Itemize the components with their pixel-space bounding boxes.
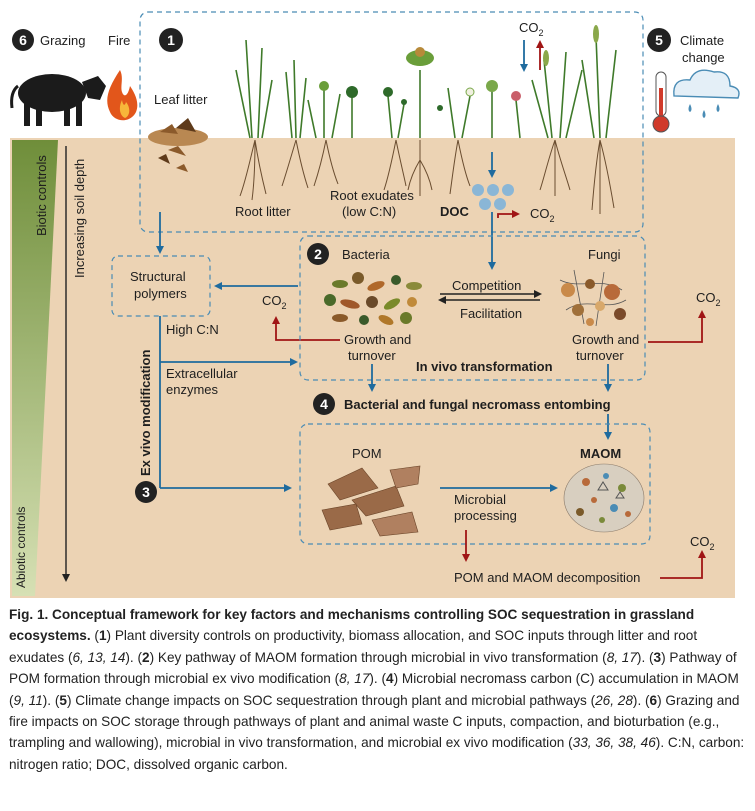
caption-num-1: 1 (98, 628, 107, 644)
structural-polymers-box (111, 255, 211, 317)
extracellular-enzymes-label: Extracellular enzymes (166, 366, 238, 397)
abiotic-controls-label: Abiotic controls (14, 507, 28, 588)
structural-co2-label: CO2 (262, 293, 287, 311)
rain-cloud-icon (673, 69, 740, 118)
fungi-label: Fungi (588, 247, 621, 262)
fungi-growth-label: Growth and turnover (572, 332, 639, 363)
caption-num-6: 6 (649, 692, 658, 708)
figure-caption: Fig. 1. Conceptual framework for key fac… (9, 607, 745, 772)
leaf-litter-label: Leaf litter (154, 92, 208, 107)
competition-label: Competition (452, 278, 521, 293)
maom-icon (563, 463, 645, 533)
doc-co2-arrow (497, 210, 520, 218)
high-cn-label: High C:N (166, 322, 219, 337)
ex-vivo-label: Ex vivo modification (138, 350, 153, 476)
pom-icon (321, 465, 421, 537)
caption-num-4: 4 (386, 671, 394, 687)
ex-vivo-badge-number: 3 (142, 484, 150, 500)
necromass-badge-number: 4 (320, 396, 328, 412)
caption-part-4: Microbial necromass carbon (C) accumulat… (401, 671, 739, 687)
caption-ref-5: 26, 28 (595, 692, 633, 708)
climate-badge (647, 28, 671, 52)
decomposition-label: POM and MAOM decomposition (454, 570, 640, 585)
biotic-controls-label: Biotic controls (34, 155, 49, 236)
plant-diversity-badge (159, 28, 183, 52)
fungi-icon (559, 269, 627, 327)
caption-part-3: Pathway of POM formation through microbi… (9, 649, 737, 687)
in-vivo-title: In vivo transformation (416, 359, 553, 374)
fire-icon (107, 70, 138, 121)
necromass-badge (313, 393, 335, 415)
climate-label: Climate change (680, 33, 725, 65)
grazing-label: Grazing (40, 33, 86, 48)
caption-ref-6: 33, 36, 38, 46 (572, 735, 656, 751)
root-litter-label: Root litter (235, 204, 291, 219)
grassland-plants-icon (235, 35, 617, 139)
caption-part-2: Key pathway of MAOM formation through mi… (157, 649, 599, 665)
doc-molecules-icon (472, 184, 514, 210)
biotic-abiotic-bar (12, 140, 58, 596)
caption-title: Fig. 1. Conceptual framework for key fac… (9, 607, 695, 644)
caption-abbreviations: C:N, carbon: nitrogen ratio; DOC, dissol… (9, 735, 745, 772)
soil-pools-box (299, 423, 651, 545)
climate-badge-number: 5 (655, 32, 663, 48)
caption-part-5: Climate change impacts on SOC sequestrat… (75, 692, 587, 708)
in-vivo-badge-number: 2 (314, 246, 322, 262)
fungi-co2-arrow (648, 310, 706, 343)
doc-co2-label: CO2 (530, 206, 555, 224)
in-vivo-badge (307, 243, 329, 265)
flower-heads-icon (319, 25, 599, 111)
caption-ref-2: 8, 17 (606, 649, 637, 665)
necromass-label: Bacterial and fungal necromass entombing (344, 397, 611, 412)
cow-icon (10, 74, 106, 126)
pom-label: POM (352, 446, 382, 461)
plant-diversity-box (139, 11, 644, 233)
plant-roots-icon (239, 139, 615, 214)
bacteria-co2-arrow (272, 316, 340, 341)
plant-diversity-badge-number: 1 (167, 32, 175, 48)
ex-vivo-badge (135, 481, 157, 503)
maom-label: MAOM (580, 446, 621, 461)
caption-num-3: 3 (653, 649, 662, 665)
bacteria-icon (324, 272, 422, 325)
caption-ref-4: 9, 11 (13, 692, 43, 708)
bacteria-label: Bacteria (342, 247, 390, 262)
fungi-co2-label: CO2 (696, 290, 721, 308)
leaf-litter-icon (148, 118, 208, 172)
grazing-badge (12, 29, 34, 51)
caption-ref-1: 6, 13, 14 (72, 649, 126, 665)
bacteria-growth-label: Growth and turnover (344, 332, 411, 363)
decomposition-co2-arrow (660, 550, 706, 579)
thermometer-icon (652, 71, 670, 133)
caption-part-6: Grazing and fire impacts on SOC storage … (9, 692, 740, 751)
top-co2-label: CO2 (519, 20, 544, 38)
structural-polymers-label: Structural polymers (130, 269, 187, 301)
fire-label: Fire (108, 33, 130, 48)
doc-label: DOC (440, 204, 470, 219)
decomposition-co2-label: CO2 (690, 534, 715, 552)
caption-num-2: 2 (142, 649, 150, 665)
in-vivo-box (299, 235, 646, 381)
soil-depth-label: Increasing soil depth (72, 159, 87, 278)
microbial-processing-label: Microbial processing (454, 492, 517, 523)
caption-num-5: 5 (59, 692, 67, 708)
grazing-badge-number: 6 (19, 32, 27, 48)
conceptual-framework-diagram: Biotic controls Abiotic controls Increas… (10, 11, 740, 598)
caption-part-1: Plant diversity controls on productivity… (9, 628, 698, 665)
facilitation-label: Facilitation (460, 306, 522, 321)
root-exudates-label: Root exudates (low C:N) (330, 188, 414, 219)
caption-ref-3: 8, 17 (339, 671, 370, 687)
